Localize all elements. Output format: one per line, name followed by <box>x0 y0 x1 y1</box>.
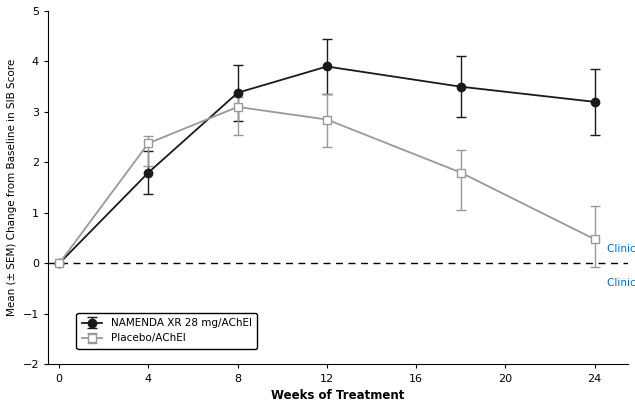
Legend: NAMENDA XR 28 mg/AChEI, Placebo/AChEI: NAMENDA XR 28 mg/AChEI, Placebo/AChEI <box>76 313 257 348</box>
X-axis label: Weeks of Treatment: Weeks of Treatment <box>271 389 404 402</box>
Y-axis label: Mean (± SEM) Change from Baseline in SIB Score: Mean (± SEM) Change from Baseline in SIB… <box>7 59 17 316</box>
Text: Clinical Decline: Clinical Decline <box>607 278 635 288</box>
Text: Clinical Improvement: Clinical Improvement <box>607 244 635 254</box>
